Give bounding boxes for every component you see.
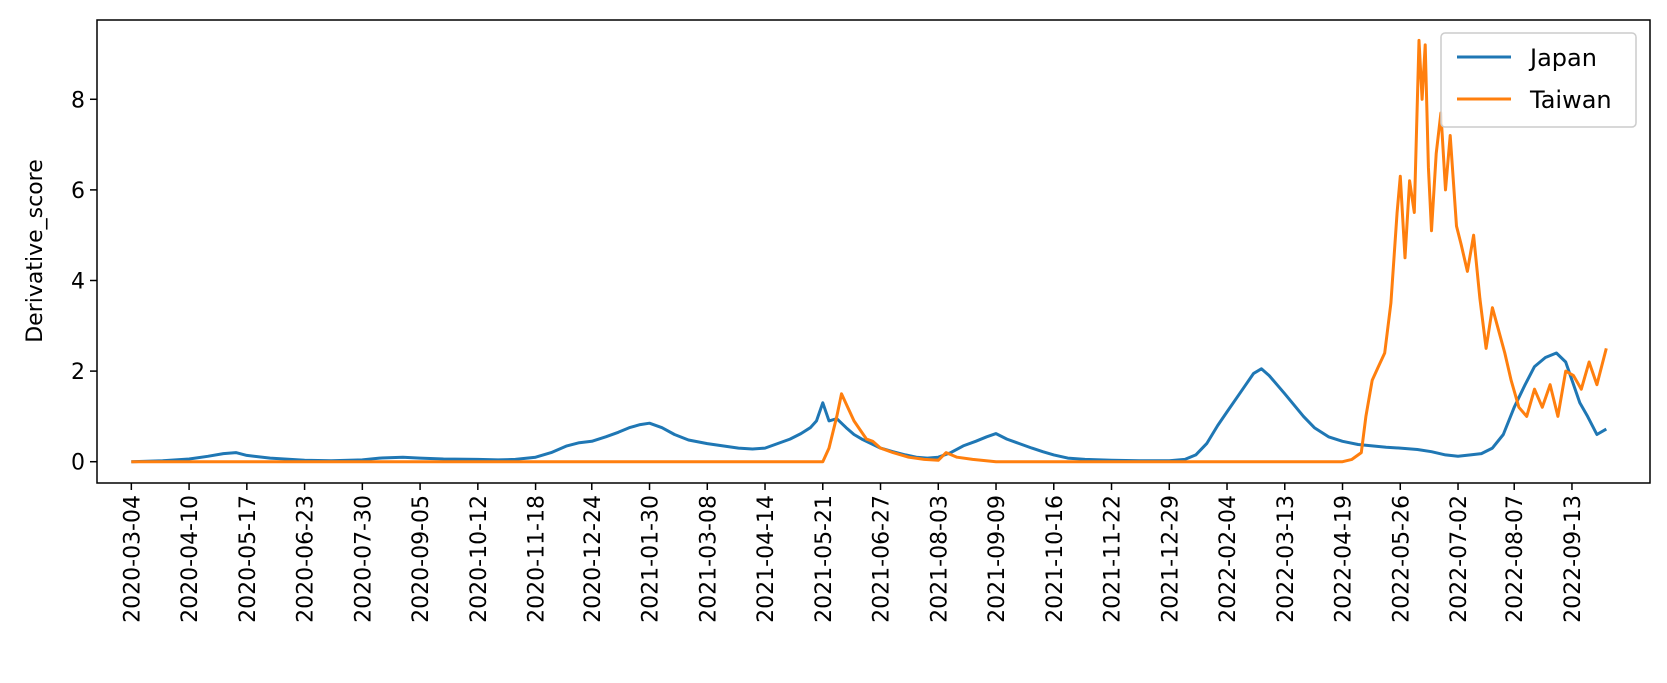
series-layer [131,38,1608,464]
x-tick-label: 2020-11-18 [525,495,550,623]
x-tick-label: 2021-06-27 [870,495,895,623]
x-tick-label: 2022-03-13 [1274,495,1299,623]
y-tick-label: 6 [71,179,85,204]
x-tick-label: 2021-11-22 [1101,495,1126,623]
x-tick-label: 2021-01-30 [639,495,664,623]
y-tick-label: 2 [71,360,85,385]
x-tick-label: 2020-04-10 [178,495,203,623]
y-tick-label: 4 [71,269,85,294]
x-tick-label: 2021-10-16 [1043,495,1068,623]
plot-frame [96,19,1651,484]
x-tick-label: 2020-07-30 [351,495,376,623]
series-line-japan [131,351,1608,464]
legend: Japan Taiwan [1440,32,1637,128]
x-axis: 2020-03-04 2020-04-10 2020-05-17 2020-06-23… [120,483,1586,623]
x-tick-label: 2021-04-14 [754,495,779,623]
legend-label-taiwan: Taiwan [1529,86,1612,114]
x-tick-label: 2022-02-04 [1216,495,1241,623]
x-tick-label: 2021-08-03 [927,495,952,623]
y-axis-label: Derivative_score [23,159,48,343]
x-tick-label: 2022-08-07 [1503,495,1528,623]
x-tick-label: 2022-09-13 [1561,495,1586,623]
x-tick-label: 2021-09-09 [985,495,1010,623]
x-tick-label: 2020-09-05 [409,495,434,623]
x-tick-label: 2021-12-29 [1158,495,1183,623]
x-tick-label: 2022-04-19 [1332,495,1357,623]
x-tick-label: 2020-03-04 [120,495,145,623]
x-tick-label: 2022-07-02 [1447,495,1472,623]
y-tick-label: 0 [71,451,85,476]
x-tick-label: 2020-06-23 [294,495,319,623]
x-tick-label: 2021-03-08 [696,495,721,623]
x-tick-label: 2021-05-21 [812,495,837,623]
x-tick-label: 2020-05-17 [236,495,261,623]
legend-label-japan: Japan [1528,44,1597,72]
y-axis: 0 2 4 6 8 [71,88,97,476]
x-tick-label: 2022-05-26 [1389,495,1414,623]
y-tick-label: 8 [71,88,85,113]
x-tick-label: 2020-10-12 [467,495,492,623]
series-line-taiwan [131,38,1608,464]
x-tick-label: 2020-12-24 [581,495,606,623]
